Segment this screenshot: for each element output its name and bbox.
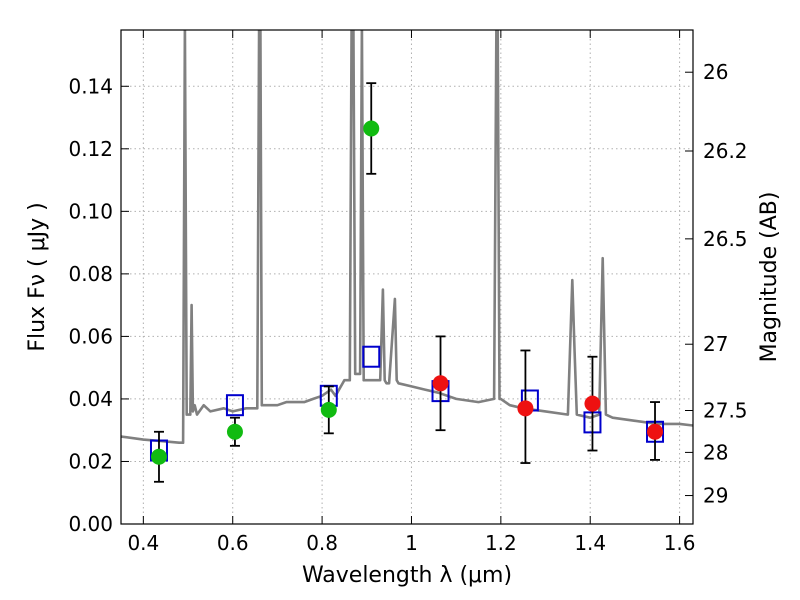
y-tick-label: 0.02	[68, 449, 113, 473]
x-axis-label: Wavelength λ (μm)	[302, 563, 512, 588]
y-tick-label: 0.08	[68, 262, 113, 286]
y-tick-label: 0.10	[68, 199, 113, 223]
observed-optical-point	[320, 401, 337, 418]
y-tick-label: 0.00	[68, 512, 113, 536]
observed-optical-point	[363, 120, 380, 137]
y-tick-label: 0.06	[68, 324, 113, 348]
x-tick-label: 1.6	[664, 531, 696, 555]
magnitude-tick-label: 29	[703, 484, 728, 508]
y-tick-label: 0.12	[68, 137, 113, 161]
plot-data	[121, 30, 693, 483]
observed-nir-point	[647, 423, 664, 440]
magnitude-tick-label: 26.5	[703, 227, 748, 251]
grid	[121, 30, 693, 525]
x-tick-label: 1.2	[485, 531, 517, 555]
magnitude-tick-label: 26	[703, 60, 728, 84]
observed-nir-point	[584, 395, 601, 412]
y-axis-right-label: Magnitude (AB)	[757, 192, 782, 363]
plot-frame	[120, 29, 694, 525]
sed-template-line	[121, 30, 693, 445]
magnitude-tick-label: 28	[703, 440, 728, 464]
y-axis-left-label: Flux Fν ( μJy )	[25, 202, 50, 351]
y-tick-label: 0.04	[68, 387, 113, 411]
observed-nir-point	[432, 375, 449, 392]
x-tick-label: 0.8	[306, 531, 338, 555]
observed-optical-point	[150, 448, 167, 465]
magnitude-tick-label: 27	[703, 332, 728, 356]
model-flux-square	[225, 394, 244, 417]
x-tick-label: 1.4	[574, 531, 606, 555]
observed-nir-point	[517, 400, 534, 417]
y-tick-label: 0.14	[68, 74, 113, 98]
x-tick-label: 0.4	[127, 531, 159, 555]
observed-optical-point	[226, 423, 243, 440]
x-tick-label: 1	[405, 531, 418, 555]
model-flux-square	[362, 345, 381, 368]
axis-ticks: 0.4 0.6 0.8 1 1.2 1.4 1.6 0.00 0.02 0.04 0.06 0.08 0…	[68, 30, 748, 555]
x-tick-label: 0.6	[217, 531, 249, 555]
magnitude-tick-label: 26.2	[703, 139, 748, 163]
magnitude-tick-label: 27.5	[703, 399, 748, 423]
